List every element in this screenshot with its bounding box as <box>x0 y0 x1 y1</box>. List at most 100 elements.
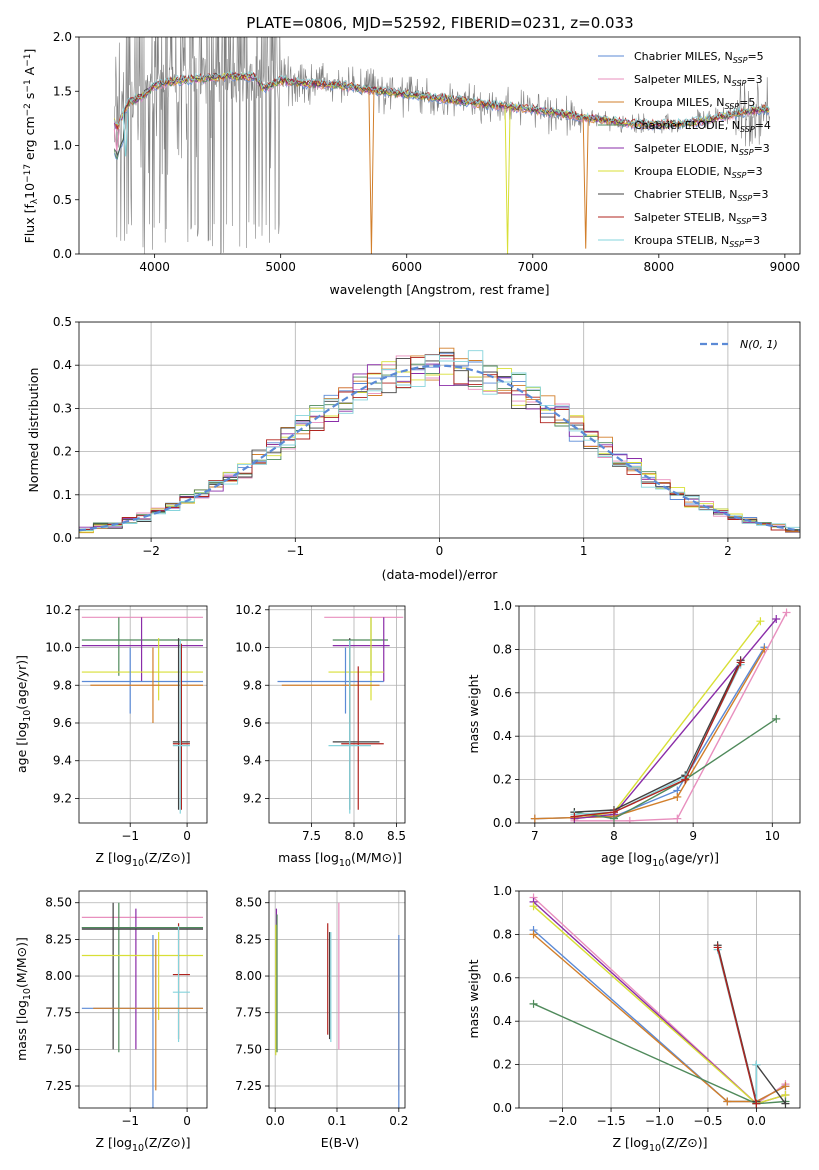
y-tick-label: 0.0 <box>493 816 512 830</box>
series-line-kroupa-miles <box>533 933 786 1103</box>
x-tick-label: 5000 <box>265 260 296 274</box>
y-tick-label: 7.25 <box>235 1079 262 1093</box>
legend-label: Chabrier ELODIE, NSSP=4 <box>634 119 771 134</box>
y-axis-label: age [log10(age/yr)] <box>14 655 33 773</box>
x-tick-label: 0.0 <box>747 1114 766 1128</box>
series-line-salpeter-stelib <box>716 947 758 1104</box>
x-tick-label: 9000 <box>770 260 801 274</box>
x-tick-label: 4000 <box>139 260 170 274</box>
y-tick-label: 10.0 <box>235 641 262 655</box>
point-marker <box>756 617 765 626</box>
x-tick-label: −1.0 <box>645 1114 674 1128</box>
series-line-chabrier-elodie <box>574 718 777 820</box>
x-axis-label: wavelength [Angstrom, rest frame] <box>329 282 549 297</box>
point-marker <box>570 812 579 821</box>
panel-mass-vs-Z: −1 0 7.25 7.50 7.75 8.00 8.25 8.50 Z [log10(Z/Z⊙… <box>14 890 208 1154</box>
model-absorption-dip <box>504 106 511 254</box>
x-tick-label: 8.5 <box>387 829 406 843</box>
histogram-kroupa-elodie <box>79 361 800 533</box>
model-absorption-dip <box>582 117 589 249</box>
x-tick-label: 0 <box>183 1114 191 1128</box>
model-absorption-dip <box>113 129 120 151</box>
axes-frame <box>78 36 801 255</box>
plot-area-mass-vs-Z <box>79 891 207 1108</box>
point-marker <box>609 808 618 817</box>
series-line-salpeter-miles <box>574 612 788 822</box>
y-tick-label: 10.2 <box>235 603 262 617</box>
y-tick-label: 9.6 <box>243 716 262 730</box>
x-tick-label: 9 <box>689 829 697 843</box>
legend-label: Salpeter MILES, NSSP=3 <box>634 73 763 88</box>
series-line-chabrier-stelib <box>574 659 742 813</box>
panel-age-vs-Z: −1 0 9.2 9.4 9.6 9.8 10.0 10.2 Z [log10(Z/Z⊙)] ag… <box>14 603 208 869</box>
panel-age-vs-mass: 7.5 8.0 8.5 9.2 9.4 9.6 9.8 10.0 10.2 mass [log10… <box>235 603 406 869</box>
x-tick-label: 2 <box>724 544 732 558</box>
y-tick-label: 9.2 <box>53 791 72 805</box>
y-tick-label: 0.4 <box>53 358 72 372</box>
x-tick-label: 8000 <box>644 260 675 274</box>
y-tick-label: 0.8 <box>493 642 512 656</box>
y-axis-label: Normed distribution <box>26 368 41 493</box>
y-tick-label: 0.5 <box>53 193 72 207</box>
x-tick-label: 7000 <box>518 260 549 274</box>
x-tick-label: −2 <box>142 544 160 558</box>
point-marker <box>781 1099 790 1108</box>
x-tick-label: 0.0 <box>266 1114 285 1128</box>
y-tick-label: 0.0 <box>53 247 72 261</box>
plot-area-age-vs-Z <box>79 606 207 823</box>
x-tick-label: −1 <box>286 544 304 558</box>
x-axis-label: age [log10(age/yr)] <box>601 850 719 869</box>
plot-area-weight-vs-age <box>519 606 800 823</box>
axes-frame <box>518 890 801 1109</box>
y-tick-label: 9.4 <box>243 754 262 768</box>
x-tick-label: 1 <box>580 544 588 558</box>
figure-title: PLATE=0806, MJD=52592, FIBERID=0231, z=0… <box>246 14 633 32</box>
model-absorption-dip <box>368 89 375 254</box>
y-tick-label: 0.0 <box>53 531 72 545</box>
x-tick-label: 7.5 <box>302 829 321 843</box>
x-tick-label: −1 <box>121 829 139 843</box>
y-tick-label: 9.4 <box>53 754 72 768</box>
y-tick-label: 9.8 <box>243 678 262 692</box>
plot-area-spectrum <box>113 37 770 254</box>
y-tick-label: 0.4 <box>493 729 512 743</box>
legend-label: Salpeter ELODIE, NSSP=3 <box>634 142 770 157</box>
axes-frame <box>268 890 406 1109</box>
legend-label: Kroupa STELIB, NSSP=3 <box>634 234 760 249</box>
x-axis-label: E(B-V) <box>321 1135 360 1150</box>
x-axis-label: Z [log10(Z/Z⊙)] <box>95 1135 190 1154</box>
y-tick-label: 0.2 <box>493 773 512 787</box>
y-tick-label: 8.25 <box>235 932 262 946</box>
point-marker <box>681 775 690 784</box>
y-tick-label: 0.2 <box>493 1058 512 1072</box>
model-line-salpeter-stelib <box>113 71 770 130</box>
point-marker <box>752 1099 761 1108</box>
model-absorption-dip <box>122 108 129 157</box>
panel-mass-vs-ebv: 0.0 0.1 0.2 7.25 7.50 7.75 8.00 8.25 8.50 E(B-V) <box>235 890 408 1150</box>
x-axis-label: mass [log10(M/M⊙)] <box>278 850 402 869</box>
x-tick-label: 6000 <box>391 260 422 274</box>
plot-area-weight-vs-Z <box>519 891 800 1108</box>
y-tick-label: 0.8 <box>493 927 512 941</box>
x-axis-label: (data-model)/error <box>382 567 499 582</box>
x-tick-label: 7 <box>531 829 539 843</box>
x-tick-label: 0 <box>183 829 191 843</box>
legend-label: Chabrier STELIB, NSSP=3 <box>634 188 768 203</box>
x-tick-label: −1.5 <box>596 1114 625 1128</box>
y-tick-label: 2.0 <box>53 30 72 44</box>
series-line-salpeter-stelib <box>574 662 742 818</box>
panel-spectrum: 4000 5000 6000 7000 8000 9000 0.0 0.5 1.0 1.5 2.0 C… <box>22 30 801 297</box>
point-marker <box>772 714 781 723</box>
y-axis-label: Flux [fλ10−17 erg cm−2 s−1 A−1] <box>22 49 40 244</box>
y-tick-label: 10.2 <box>45 603 72 617</box>
x-tick-label: 0.2 <box>389 1114 408 1128</box>
plot-area-age-vs-mass <box>269 606 405 823</box>
y-tick-label: 7.50 <box>235 1042 262 1056</box>
point-marker <box>713 943 722 952</box>
y-tick-label: 8.50 <box>45 896 72 910</box>
y-tick-label: 1.0 <box>493 884 512 898</box>
point-marker <box>529 902 538 911</box>
gaussian-curve <box>79 364 800 532</box>
axes-frame <box>78 890 208 1109</box>
